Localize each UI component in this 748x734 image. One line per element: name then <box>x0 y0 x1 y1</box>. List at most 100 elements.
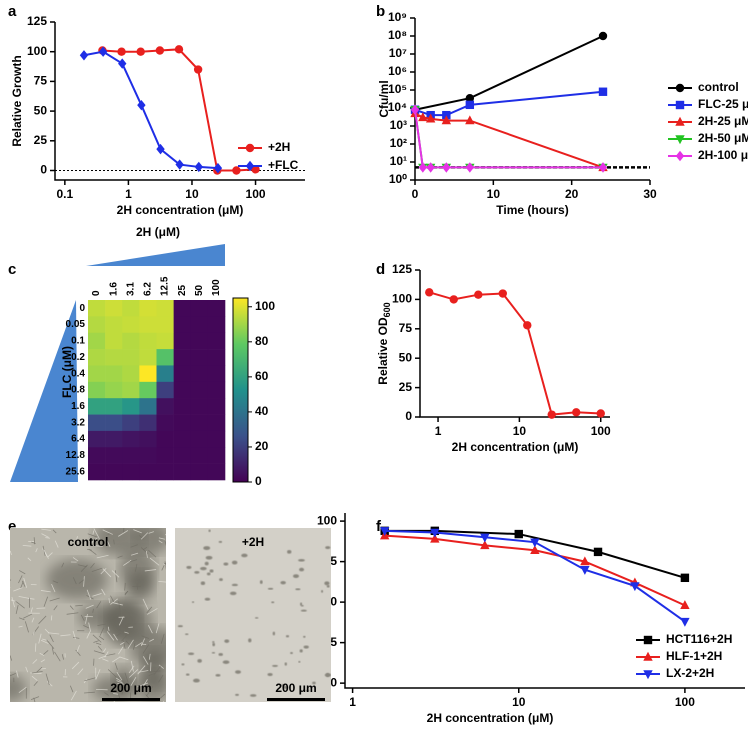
hypha <box>40 639 49 644</box>
hypha <box>72 557 79 562</box>
hypha <box>146 686 154 697</box>
cell <box>224 639 230 643</box>
marker <box>136 47 145 56</box>
hypha <box>162 700 165 702</box>
hypha <box>22 544 32 547</box>
hypha <box>145 550 148 558</box>
hypha <box>101 588 106 596</box>
marker <box>480 533 490 543</box>
hypha <box>139 535 144 540</box>
y-tick-label: 125 <box>392 262 412 276</box>
heat-cell <box>190 414 209 432</box>
hypha <box>130 544 138 548</box>
image-label: +2H <box>242 535 264 549</box>
hypha <box>83 678 88 684</box>
marker <box>155 46 165 55</box>
heat-cell <box>105 300 123 317</box>
marker <box>426 162 435 173</box>
hypha <box>98 635 105 641</box>
y-axis-label: FLC (μM) <box>60 346 74 398</box>
heat-cell <box>122 414 140 432</box>
heat-cell <box>156 430 174 448</box>
scale-bar-label: 200 μm <box>110 681 151 695</box>
cell <box>267 587 274 590</box>
scale-bar <box>102 698 160 701</box>
x-tick-label: 1 <box>435 424 442 438</box>
marker <box>449 295 458 304</box>
cell <box>231 583 238 587</box>
y-tick-label: 25 <box>399 380 413 394</box>
marker <box>418 162 428 173</box>
hypha <box>73 636 80 639</box>
heat-cell <box>190 365 209 383</box>
hypha <box>119 656 129 661</box>
marker <box>572 408 581 417</box>
hypha <box>121 632 130 642</box>
legend-label: LX-2+2H <box>666 666 714 680</box>
heat-cell <box>139 349 157 366</box>
heat-cell <box>88 349 106 366</box>
colorbar-tick-label: 0 <box>255 474 262 488</box>
heat-cell <box>207 349 226 366</box>
hypha <box>10 673 16 677</box>
marker <box>593 547 603 557</box>
heat-cell <box>190 349 209 366</box>
y-tick-label: 0 <box>330 675 337 689</box>
heat-cell <box>122 300 140 317</box>
hypha <box>30 607 33 613</box>
heat-cell <box>122 463 140 481</box>
y-tick-label: 0.2 <box>71 352 85 363</box>
marker <box>680 617 690 627</box>
heat-cell <box>173 332 192 350</box>
cell <box>211 651 216 654</box>
y-axis-label: Relative OD600 <box>376 302 392 384</box>
image-label: control <box>68 535 109 549</box>
heat-cell <box>173 463 192 481</box>
heat-cell <box>139 398 157 415</box>
marker <box>117 47 126 56</box>
heat-cell <box>190 430 209 448</box>
cell <box>300 609 307 612</box>
heat-cell <box>88 332 106 350</box>
x-tick-label: 10 <box>512 695 526 709</box>
cell <box>206 572 211 576</box>
panel-letter: e <box>8 518 16 535</box>
marker <box>474 290 483 299</box>
hypha <box>99 627 105 636</box>
hypha <box>49 634 54 643</box>
legend-label: 2H-50 μM <box>698 131 748 145</box>
hypha <box>52 529 57 534</box>
cell <box>267 672 273 677</box>
y-tick-label: 10⁷ <box>389 46 407 60</box>
heat-cell <box>173 414 192 432</box>
hypha <box>78 579 85 584</box>
hypha <box>80 564 88 572</box>
hypha <box>113 633 118 641</box>
x-tick-label: 12.5 <box>160 276 171 296</box>
hypha <box>24 621 29 633</box>
cell-cluster <box>92 675 135 702</box>
y-tick-label: 100 <box>27 44 47 58</box>
y-tick-label: 50 <box>399 350 413 364</box>
hypha <box>16 670 19 678</box>
hypha <box>92 593 102 597</box>
marker <box>523 321 532 330</box>
axis-line <box>344 513 745 689</box>
colorbar-tick-label: 20 <box>255 439 269 453</box>
hypha <box>165 534 166 536</box>
hypha <box>117 682 129 686</box>
hypha <box>43 550 49 559</box>
hypha <box>110 598 118 605</box>
hypha <box>61 562 65 568</box>
cell <box>209 569 214 573</box>
hypha <box>121 682 126 695</box>
heat-cell <box>190 332 209 350</box>
y-tick-label: 6.4 <box>71 434 85 445</box>
cell <box>193 678 200 683</box>
marker <box>156 143 165 155</box>
hypha <box>22 580 26 587</box>
hypha <box>76 645 80 653</box>
cell <box>188 652 195 656</box>
hypha <box>61 654 64 660</box>
x-tick-label: 1 <box>349 695 356 709</box>
